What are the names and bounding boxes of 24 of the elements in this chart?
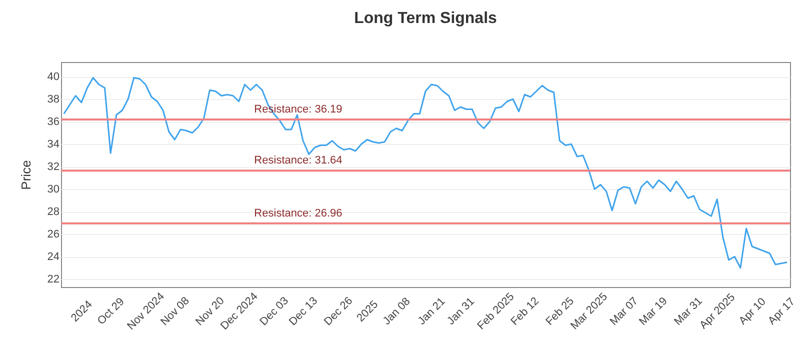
y-tick-label: 24 [47,251,60,264]
y-tick-label: 40 [47,71,60,84]
x-tick-label: Jan 08 [380,296,413,328]
line-series [63,77,788,269]
x-tick-label: Dec 13 [286,294,320,328]
x-tick-label: Apr 10 [736,296,768,328]
y-tick-label: 38 [47,94,60,106]
x-tick-label: Jan 31 [445,296,477,328]
y-tick-label: 36 [47,116,60,128]
x-tick-label: Dec 26 [322,294,356,328]
y-tick-label: 26 [47,228,60,241]
x-tick-label: Apr 17 [766,296,798,328]
x-tick-label: Jan 21 [416,296,448,328]
y-tick-label: 28 [47,206,60,218]
ref-line-label: Resistance: 31.64 [254,154,342,167]
y-tick-label: 34 [47,138,60,151]
y-tick-label: 22 [47,274,60,286]
y-tick-label: 30 [47,184,60,196]
y-axis-title: Price [18,160,34,190]
ref-line-label: Resistance: 26.96 [254,207,342,220]
y-tick-label: 32 [47,161,60,174]
x-tick-label: Mar 19 [637,295,670,328]
x-tick-label: Oct 29 [95,296,127,328]
chart-title: Long Term Signals [354,10,498,27]
